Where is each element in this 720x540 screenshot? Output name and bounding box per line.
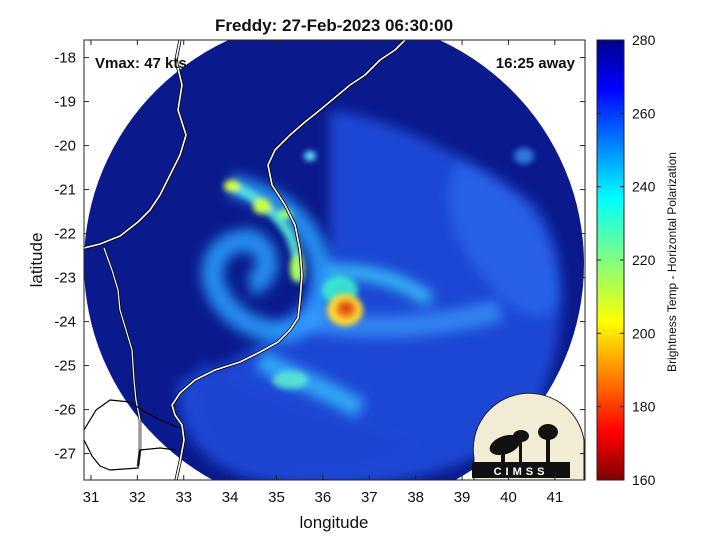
colorbar-ticks: 280 260 240 220 200 180 160 bbox=[597, 32, 656, 488]
x-tick-label: 34 bbox=[222, 489, 239, 506]
y-tick-label: -21 bbox=[54, 182, 76, 199]
y-tick-label: -19 bbox=[54, 94, 76, 111]
colorbar-tick-label: 260 bbox=[632, 105, 656, 121]
colorbar-tick-label: 240 bbox=[632, 179, 656, 195]
colorbar-tick-label: 180 bbox=[632, 399, 656, 415]
y-tick-label: -18 bbox=[54, 50, 76, 67]
coastline bbox=[84, 40, 407, 480]
y-axis-ticks: -18 -19 -20 -21 -22 -23 -24 -25 -26 -27 bbox=[54, 50, 585, 463]
colorbar-tick-label: 160 bbox=[632, 472, 656, 488]
colorbar-label: Brightness Temp - Horizontal Polarizatio… bbox=[665, 152, 679, 372]
y-tick-label: -25 bbox=[54, 358, 76, 375]
colorbar-tick-label: 200 bbox=[632, 325, 656, 341]
satellite-swath bbox=[84, 40, 584, 480]
x-axis-ticks: 31 32 33 34 35 36 37 38 39 40 41 bbox=[83, 40, 564, 506]
cimss-logo-text: CIMSS bbox=[494, 466, 549, 478]
vmax-label: Vmax: 47 kts bbox=[95, 55, 187, 72]
x-tick-label: 35 bbox=[268, 489, 285, 506]
x-tick-label: 38 bbox=[407, 489, 424, 506]
colorbar bbox=[596, 39, 625, 481]
x-tick-label: 41 bbox=[547, 489, 564, 506]
y-tick-label: -20 bbox=[54, 138, 76, 155]
y-tick-label: -22 bbox=[54, 226, 76, 243]
y-tick-label: -24 bbox=[54, 314, 76, 331]
x-tick-label: 40 bbox=[500, 489, 517, 506]
cimss-logo: CIMSS bbox=[472, 392, 585, 481]
colorbar-tick-label: 220 bbox=[632, 252, 656, 268]
x-tick-label: 37 bbox=[361, 489, 378, 506]
x-axis-label: longitude bbox=[299, 513, 368, 532]
y-axis-label: latitude bbox=[27, 233, 46, 288]
y-tick-label: -26 bbox=[54, 402, 76, 419]
y-tick-label: -23 bbox=[54, 270, 76, 287]
map-title: Freddy: 27-Feb-2023 06:30:00 bbox=[215, 16, 453, 35]
x-tick-label: 39 bbox=[454, 489, 471, 506]
time-away-label: 16:25 away bbox=[496, 55, 576, 72]
axes-frame bbox=[83, 39, 586, 481]
x-tick-label: 33 bbox=[175, 489, 192, 506]
colorbar-tick-label: 280 bbox=[632, 32, 656, 48]
x-tick-label: 36 bbox=[315, 489, 332, 506]
y-tick-label: -27 bbox=[54, 446, 76, 463]
x-tick-label: 31 bbox=[83, 489, 100, 506]
x-tick-label: 32 bbox=[129, 489, 146, 506]
